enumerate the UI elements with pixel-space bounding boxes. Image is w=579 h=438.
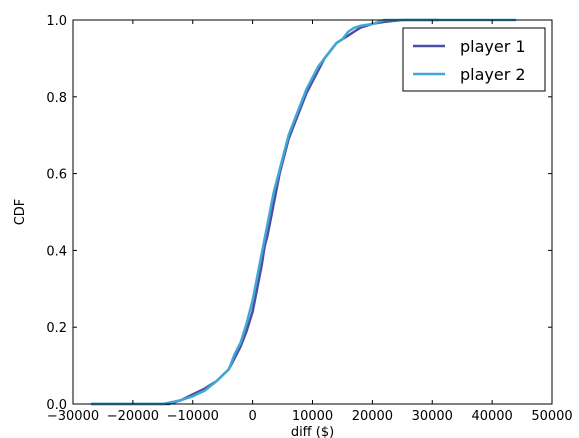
legend-label-1: player 1 <box>460 37 526 56</box>
plot-area <box>91 18 517 406</box>
x-tick-label: 30000 <box>412 409 453 424</box>
legend: player 1 player 2 <box>402 27 546 92</box>
y-tick-label: 0.6 <box>46 168 67 183</box>
y-tick-label: 0.2 <box>46 321 67 336</box>
y-tick-label: 1.0 <box>46 14 67 29</box>
x-tick-label: 40000 <box>471 409 512 424</box>
x-tick-label: 10000 <box>292 409 333 424</box>
series-line-2 <box>91 18 517 406</box>
y-tick-label: 0.0 <box>46 398 67 413</box>
x-tick-label: −20000 <box>107 409 159 424</box>
y-axis-label: CDF <box>13 199 28 226</box>
axis-ticks: −30000 −20000 −10000 0 10000 20000 30000 40000 5… <box>46 14 572 424</box>
x-tick-label: −10000 <box>167 409 219 424</box>
x-tick-label: −30000 <box>47 409 99 424</box>
series-line-1 <box>91 18 439 406</box>
x-axis-label: diff ($) <box>291 425 334 438</box>
legend-label-2: player 2 <box>460 65 526 84</box>
y-tick-label: 0.4 <box>46 244 67 259</box>
x-tick-label: 0 <box>248 409 256 424</box>
x-tick-label: 20000 <box>352 409 393 424</box>
y-tick-label: 0.8 <box>46 91 67 106</box>
legend-box <box>402 27 546 92</box>
x-tick-label: 50000 <box>531 409 572 424</box>
